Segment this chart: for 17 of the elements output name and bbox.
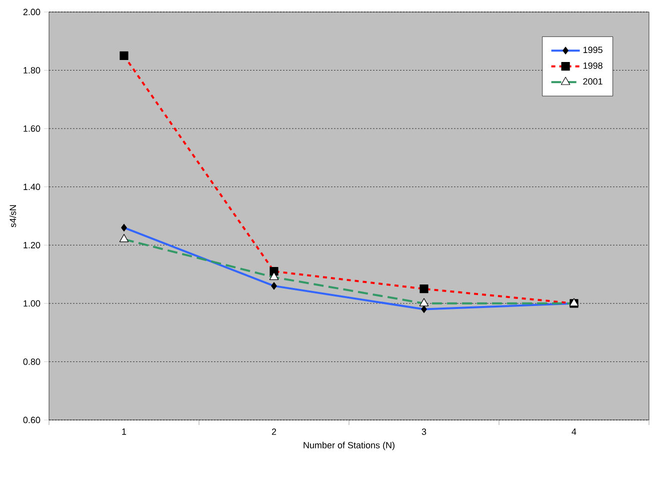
x-tick-label: 4 (572, 428, 576, 435)
y-tick-label: 0.80 (23, 358, 40, 365)
y-tick-label: 0.60 (23, 416, 40, 424)
legend-label: 1995 (583, 46, 602, 54)
y-tick-label: 1.80 (24, 67, 40, 74)
x-axis-title: Number of Stations (N) (304, 442, 394, 450)
x-tick-label: 2 (272, 428, 276, 435)
y-tick-label: 1.40 (24, 184, 40, 190)
legend-label: 2001 (583, 78, 602, 85)
legend-label: 1998 (583, 62, 602, 69)
y-axis-title: s4/sN (9, 205, 16, 228)
y-tick-label: 1.20 (24, 242, 40, 248)
y-tick-label: 1.00 (24, 300, 40, 307)
x-tick-label: 1 (122, 428, 126, 435)
y-tick-label: 2.00 (23, 8, 40, 16)
x-tick-label: 3 (422, 428, 426, 435)
y-tick-label: 1.60 (24, 125, 40, 132)
